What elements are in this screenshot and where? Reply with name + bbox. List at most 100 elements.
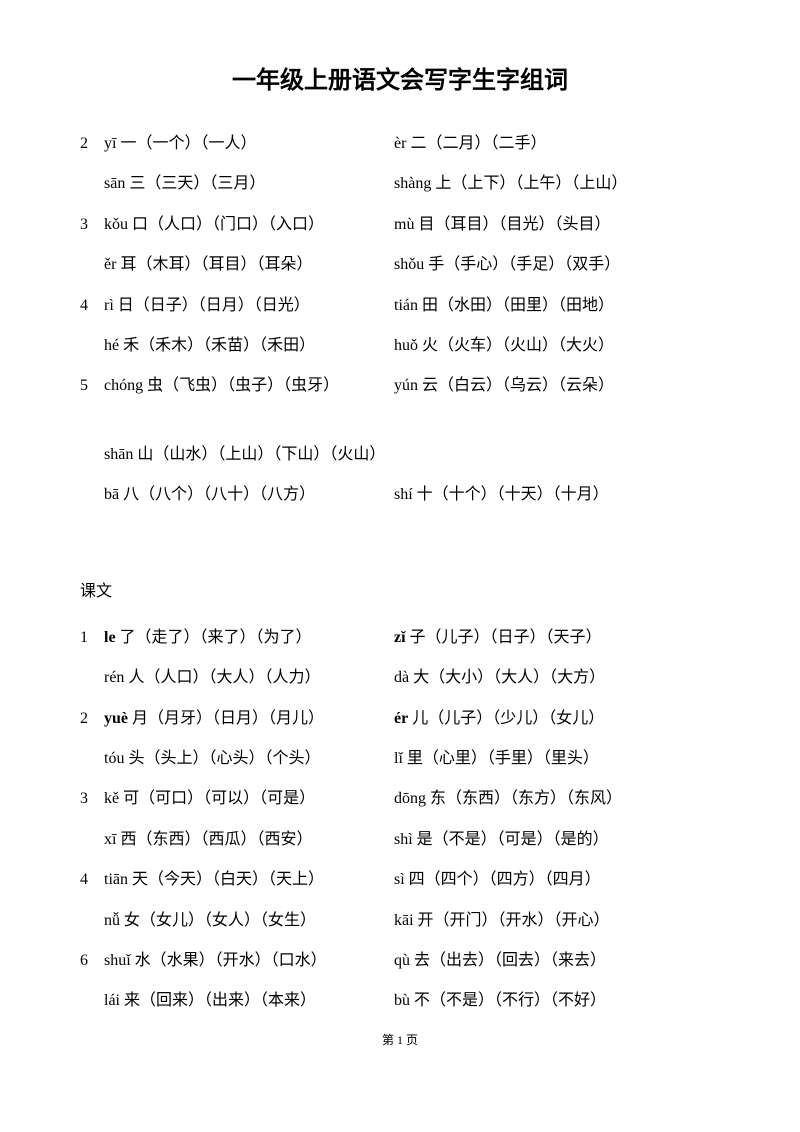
entry-text: 天（今天）（白天）（天上）	[128, 871, 324, 888]
pinyin: le	[104, 629, 116, 646]
pinyin: nǚ	[104, 912, 120, 929]
row-number	[80, 165, 104, 203]
entry-text: 田（水田）（田里）（田地）	[418, 297, 614, 314]
content-row: ěr 耳（木耳）（耳目）（耳朵）shǒu 手（手心）（手足）（双手）	[80, 246, 720, 284]
pinyin: hé	[104, 337, 119, 354]
right-entry: shí 十（十个）（十天）（十月）	[394, 476, 720, 514]
left-entry: xī 西（东西）（西瓜）（西安）	[104, 821, 394, 859]
row-number	[80, 436, 104, 474]
row-number	[80, 476, 104, 514]
left-entry: bā 八（八个）（八十）（八方）	[104, 476, 394, 514]
entry-text: 八（八个）（八十）（八方）	[119, 486, 315, 503]
entry-text: 去（出去）（回去）（来去）	[410, 952, 606, 969]
entry-text: 不（不是）（不行）（不好）	[410, 992, 606, 1009]
pinyin: èr	[394, 135, 406, 152]
entry-text: 一（一个）（一人）	[116, 135, 256, 152]
left-entry: sān 三（三天）（三月）	[104, 165, 394, 203]
pinyin: rì	[104, 297, 114, 314]
pinyin: ér	[394, 710, 408, 727]
content-row: 3kǒu 口（人口）（门口）（入口）mù 目（耳目）（目光）（头目）	[80, 206, 720, 244]
content-row: 2yī 一（一个）（一人）èr 二（二月）（二手）	[80, 125, 720, 163]
row-number: 1	[80, 619, 104, 657]
pinyin: shǒu	[394, 256, 424, 273]
entry-text: 人（人口）（大人）（人力）	[124, 669, 320, 686]
left-entry: tiān 天（今天）（白天）（天上）	[104, 861, 394, 899]
pinyin: xī	[104, 831, 116, 848]
pinyin: tián	[394, 297, 418, 314]
entry-text: 手（手心）（手足）（双手）	[424, 256, 620, 273]
content-row: lái 来（回来）（出来）（本来）bù 不（不是）（不行）（不好）	[80, 982, 720, 1020]
row-number	[80, 982, 104, 1020]
row-number	[80, 821, 104, 859]
right-entry: sì 四（四个）（四方）（四月）	[394, 861, 720, 899]
pinyin: shàng	[394, 175, 431, 192]
entry-text: 口（人口）（门口）（入口）	[128, 216, 324, 233]
content-row: 1le 了（走了）（来了）（为了）zǐ 子（儿子）（日子）（天子）	[80, 619, 720, 657]
document-content: 2yī 一（一个）（一人）èr 二（二月）（二手）sān 三（三天）（三月）sh…	[80, 125, 720, 1021]
entry-text: 东（东西）（东方）（东风）	[426, 790, 622, 807]
right-entry: shàng 上（上下）（上午）（上山）	[394, 165, 720, 203]
entry-text: 是（不是）（可是）（是的）	[413, 831, 609, 848]
pinyin: dōng	[394, 790, 426, 807]
content-row: sān 三（三天）（三月）shàng 上（上下）（上午）（上山）	[80, 165, 720, 203]
pinyin: kě	[104, 790, 119, 807]
pinyin: yuè	[104, 710, 128, 727]
content-row: 2yuè 月（月牙）（日月）（月儿） ér 儿（儿子）（少儿）（女儿）	[80, 700, 720, 738]
pinyin: mù	[394, 216, 414, 233]
pinyin: kǒu	[104, 216, 128, 233]
entry-text: 里（心里）（手里）（里头）	[403, 750, 599, 767]
row-number: 3	[80, 206, 104, 244]
entry-text: 月（月牙）（日月）（月儿）	[128, 710, 324, 727]
right-entry: èr 二（二月）（二手）	[394, 125, 720, 163]
row-number: 2	[80, 700, 104, 738]
entry-text: 开（开门）（开水）（开心）	[414, 912, 610, 929]
content-row: bā 八（八个）（八十）（八方）shí 十（十个）（十天）（十月）	[80, 476, 720, 514]
pinyin: shān	[104, 446, 133, 463]
right-entry: dà 大（大小）（大人）（大方）	[394, 659, 720, 697]
row-number: 4	[80, 287, 104, 325]
content-row: 4tiān 天（今天）（白天）（天上）sì 四（四个）（四方）（四月）	[80, 861, 720, 899]
right-entry	[394, 436, 720, 474]
left-entry: rì 日（日子）（日月）（日光）	[104, 287, 394, 325]
pinyin: bā	[104, 486, 119, 503]
row-number: 2	[80, 125, 104, 163]
entry-text: 虫（飞虫）（虫子）（虫牙）	[143, 377, 339, 394]
page-footer: 第 1 页	[80, 1031, 720, 1048]
entry-text: 四（四个）（四方）（四月）	[405, 871, 601, 888]
content-row: 5chóng 虫（飞虫）（虫子）（虫牙）yún 云（白云）（乌云）（云朵）	[80, 367, 720, 405]
pinyin: lǐ	[394, 750, 403, 767]
right-entry: ér 儿（儿子）（少儿）（女儿）	[394, 700, 720, 738]
content-row: tóu 头（头上）（心头）（个头）lǐ 里（心里）（手里）（里头）	[80, 740, 720, 778]
entry-text: 女（女儿）（女人）（女生）	[120, 912, 316, 929]
pinyin: ěr	[104, 256, 116, 273]
right-entry: shǒu 手（手心）（手足）（双手）	[394, 246, 720, 284]
entry-text: 儿（儿子）（少儿）（女儿）	[408, 710, 604, 727]
row-number	[80, 902, 104, 940]
left-entry: kǒu 口（人口）（门口）（入口）	[104, 206, 394, 244]
left-entry: chóng 虫（飞虫）（虫子）（虫牙）	[104, 367, 394, 405]
content-row: 6shuǐ 水（水果）（开水）（口水）qù 去（出去）（回去）（来去）	[80, 942, 720, 980]
left-entry: kě 可（可口）（可以）（可是）	[104, 780, 394, 818]
left-entry: nǚ 女（女儿）（女人）（女生）	[104, 902, 394, 940]
row-number: 4	[80, 861, 104, 899]
right-entry: lǐ 里（心里）（手里）（里头）	[394, 740, 720, 778]
content-row: 4rì 日（日子）（日月）（日光）tián 田（水田）（田里）（田地）	[80, 287, 720, 325]
pinyin: rén	[104, 669, 124, 686]
pinyin: chóng	[104, 377, 143, 394]
pinyin: kāi	[394, 912, 414, 929]
entry-text: 十（十个）（十天）（十月）	[413, 486, 609, 503]
page-title: 一年级上册语文会写字生字组词	[80, 60, 720, 95]
entry-text: 三（三天）（三月）	[125, 175, 265, 192]
left-entry: rén 人（人口）（大人）（人力）	[104, 659, 394, 697]
right-entry: huǒ 火（火车）（火山）（大火）	[394, 327, 720, 365]
right-entry: qù 去（出去）（回去）（来去）	[394, 942, 720, 980]
pinyin: shuǐ	[104, 952, 131, 969]
right-entry: bù 不（不是）（不行）（不好）	[394, 982, 720, 1020]
pinyin: shí	[394, 486, 413, 503]
content-row: rén 人（人口）（大人）（人力）dà 大（大小）（大人）（大方）	[80, 659, 720, 697]
content-row: xī 西（东西）（西瓜）（西安）shì 是（不是）（可是）（是的）	[80, 821, 720, 859]
row-number: 6	[80, 942, 104, 980]
left-entry: shuǐ 水（水果）（开水）（口水）	[104, 942, 394, 980]
row-number	[80, 246, 104, 284]
entry-text: 可（可口）（可以）（可是）	[119, 790, 315, 807]
